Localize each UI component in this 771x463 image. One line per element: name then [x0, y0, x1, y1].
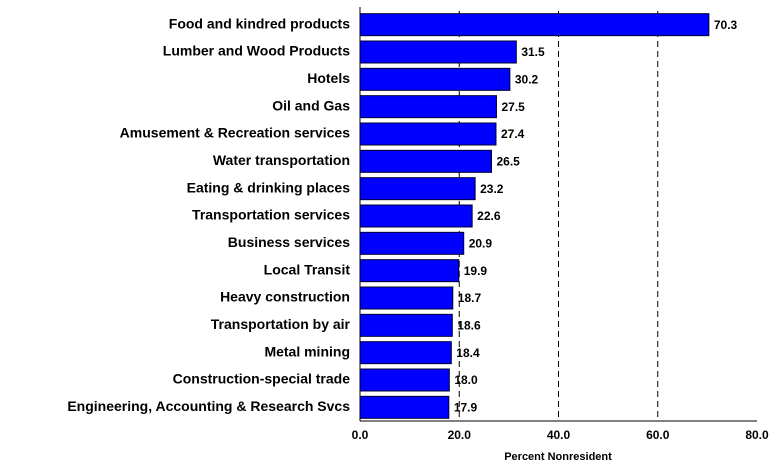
- value-label: 26.5: [497, 155, 521, 169]
- bar: [359, 177, 476, 201]
- y-tick-label: Lumber and Wood Products: [163, 43, 350, 59]
- bar: [359, 204, 473, 228]
- value-label: 23.2: [480, 182, 504, 196]
- y-tick-label: Local Transit: [264, 261, 351, 277]
- bar: [359, 13, 710, 37]
- y-tick-label: Food and kindred products: [169, 15, 350, 31]
- x-tick-label: 40.0: [547, 428, 571, 442]
- value-label: 27.5: [501, 100, 525, 114]
- value-label: 18.7: [458, 291, 482, 305]
- y-tick-label: Business services: [228, 234, 350, 250]
- y-tick-label: Water transportation: [213, 152, 350, 168]
- x-tick-label: 20.0: [448, 428, 472, 442]
- x-tick-label: 80.0: [745, 428, 769, 442]
- y-tick-label: Amusement & Recreation services: [120, 125, 351, 141]
- bar: [359, 231, 465, 255]
- y-tick-label: Transportation by air: [211, 316, 351, 332]
- bar: [359, 368, 450, 392]
- value-label: 70.3: [714, 18, 738, 32]
- bar: [359, 341, 452, 365]
- bar: [359, 40, 517, 64]
- x-tick-label: 0.0: [352, 428, 369, 442]
- bar: [359, 286, 454, 310]
- y-tick-label: Transportation services: [192, 207, 350, 223]
- bar: [359, 122, 497, 146]
- x-tick-label: 60.0: [646, 428, 670, 442]
- bar: [359, 67, 511, 91]
- value-label: 18.6: [457, 319, 481, 333]
- value-label: 31.5: [521, 45, 545, 59]
- x-axis-label: Percent Nonresident: [504, 451, 612, 463]
- y-tick-label: Heavy construction: [220, 289, 350, 305]
- y-tick-label: Metal mining: [264, 343, 350, 359]
- y-tick-label: Hotels: [307, 70, 350, 86]
- y-tick-label: Construction-special trade: [173, 371, 351, 387]
- value-label: 17.9: [454, 401, 478, 415]
- bar: [359, 259, 460, 283]
- bar: [359, 313, 453, 337]
- value-label: 27.4: [501, 127, 525, 141]
- y-tick-label: Oil and Gas: [272, 97, 350, 113]
- value-label: 18.0: [454, 373, 478, 387]
- value-label: 18.4: [456, 346, 480, 360]
- value-label: 20.9: [469, 237, 493, 251]
- y-tick-label: Engineering, Accounting & Research Svcs: [67, 398, 350, 414]
- value-label: 30.2: [515, 73, 539, 87]
- bar: [359, 395, 450, 419]
- value-label: 22.6: [477, 209, 501, 223]
- bar: [359, 149, 493, 173]
- y-tick-label: Eating & drinking places: [187, 179, 351, 195]
- value-label: 19.9: [464, 264, 488, 278]
- bar: [359, 95, 497, 119]
